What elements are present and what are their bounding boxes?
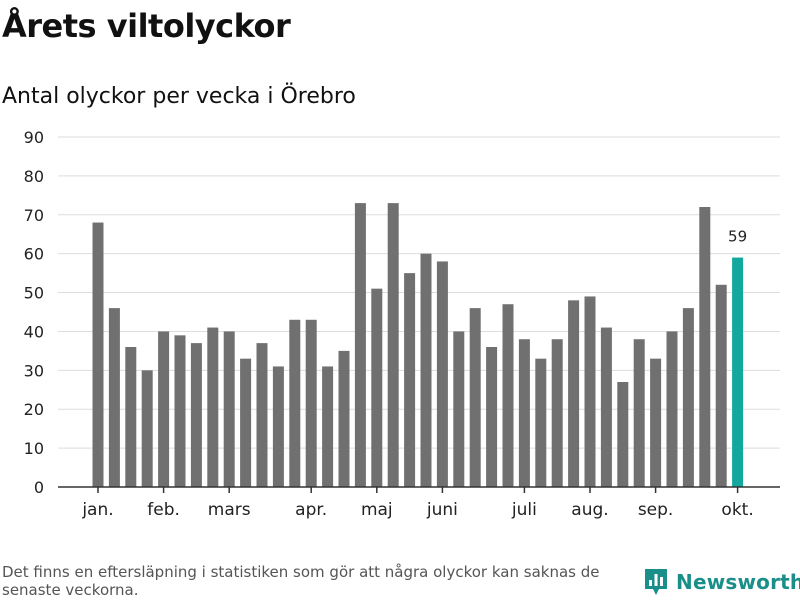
bar bbox=[141, 370, 153, 487]
bar bbox=[650, 358, 662, 487]
bar bbox=[158, 331, 170, 487]
bar bbox=[404, 273, 416, 487]
bar bbox=[535, 358, 547, 487]
bar-chart: 0 10 20 30 40 50 60 70 80 90 59 jan. feb. mars apr. maj… bbox=[24, 128, 780, 520]
bar bbox=[502, 304, 514, 487]
y-tick-label: 40 bbox=[24, 322, 44, 341]
bar bbox=[322, 366, 334, 487]
bar bbox=[436, 261, 448, 487]
bar bbox=[682, 308, 694, 487]
bar bbox=[666, 331, 678, 487]
y-tick-label: 90 bbox=[24, 128, 44, 147]
bar bbox=[420, 253, 432, 487]
x-tick-label: maj bbox=[361, 500, 393, 520]
y-tick-label: 30 bbox=[24, 361, 44, 380]
bar bbox=[207, 327, 219, 487]
x-tick-label: aug. bbox=[571, 500, 608, 520]
x-tick-label: feb. bbox=[147, 500, 180, 520]
brand-logo[interactable]: Newsworthy bbox=[644, 568, 800, 596]
bar bbox=[371, 288, 383, 487]
x-tick-label: okt. bbox=[721, 500, 753, 520]
chart-title: Årets viltolyckor bbox=[2, 7, 291, 45]
bar bbox=[486, 347, 498, 487]
y-tick-label: 20 bbox=[24, 400, 44, 419]
bar bbox=[453, 331, 465, 487]
bar-chart-speech-bubble-icon bbox=[645, 569, 667, 595]
bar bbox=[240, 358, 252, 487]
bar bbox=[568, 300, 580, 487]
chart-subtitle: Antal olyckor per vecka i Örebro bbox=[2, 84, 356, 109]
bar bbox=[354, 203, 366, 487]
y-tick-label: 0 bbox=[34, 478, 44, 497]
footnote: Det finns en eftersläpning i statistiken… bbox=[2, 563, 600, 599]
bar bbox=[272, 366, 284, 487]
bar bbox=[584, 296, 596, 487]
bar bbox=[633, 339, 645, 487]
brand-name: Newsworthy bbox=[676, 570, 800, 594]
bar bbox=[174, 335, 186, 487]
bar bbox=[305, 319, 317, 487]
bar bbox=[223, 331, 235, 487]
x-tick-label: mars bbox=[208, 500, 251, 520]
bar bbox=[108, 308, 120, 487]
x-tick-label: juli bbox=[511, 500, 537, 520]
bar bbox=[617, 382, 629, 487]
bar bbox=[289, 319, 301, 487]
bar bbox=[469, 308, 481, 487]
y-tick-label: 60 bbox=[24, 245, 44, 264]
x-tick-label: apr. bbox=[295, 500, 327, 520]
bar bbox=[715, 284, 727, 487]
y-tick-label: 70 bbox=[24, 206, 44, 225]
bar bbox=[600, 327, 612, 487]
bar bbox=[387, 203, 399, 487]
bar bbox=[551, 339, 563, 487]
x-tick-label: jan. bbox=[81, 500, 113, 520]
bar bbox=[125, 347, 137, 487]
x-tick-label: juni bbox=[426, 500, 458, 520]
bar bbox=[518, 339, 530, 487]
x-tick-label: sep. bbox=[638, 500, 674, 520]
bar bbox=[190, 343, 202, 487]
bar bbox=[338, 350, 350, 487]
bar bbox=[699, 207, 711, 487]
bar bbox=[92, 222, 104, 488]
y-tick-label: 50 bbox=[24, 284, 44, 303]
bar-highlight bbox=[732, 257, 744, 487]
data-label: 59 bbox=[728, 228, 747, 246]
y-tick-label: 80 bbox=[24, 167, 44, 186]
y-tick-label: 10 bbox=[24, 439, 44, 458]
bar bbox=[256, 343, 268, 487]
